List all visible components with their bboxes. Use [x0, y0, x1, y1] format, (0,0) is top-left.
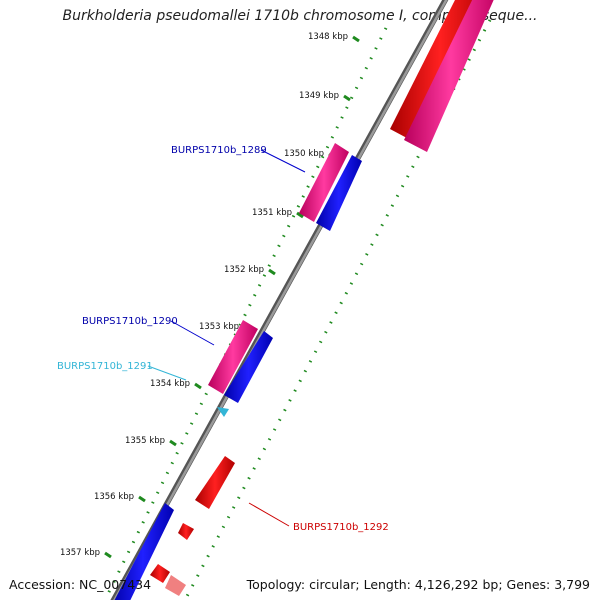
tick-mark	[104, 551, 112, 559]
topology-text: Topology: circular; Length: 4,126,292 bp…	[246, 577, 590, 592]
gene-label[interactable]: BURPS1710b_1290	[82, 316, 178, 327]
tick-label: 1350 kbp	[284, 149, 324, 159]
gene-1290-blue[interactable]	[224, 331, 273, 403]
tick-label: 1353 kbp	[199, 322, 239, 332]
label-line-1289	[260, 149, 306, 173]
tick-label: 1357 kbp	[60, 548, 100, 558]
feature-1291[interactable]	[217, 407, 229, 417]
map-title: Burkholderia pseudomallei 1710b chromoso…	[62, 8, 538, 24]
label-line-1291	[147, 365, 187, 381]
gene-1292[interactable]	[195, 456, 235, 509]
tick-label: 1355 kbp	[125, 436, 165, 446]
major-ticks	[104, 35, 360, 559]
tick-mark	[352, 35, 360, 43]
light-red-feature-bottom[interactable]	[165, 575, 186, 596]
tick-mark	[138, 495, 146, 503]
small-red-feature[interactable]	[178, 523, 194, 540]
gene-1289-blue[interactable]	[316, 155, 362, 231]
tick-label: 1354 kbp	[150, 379, 190, 389]
gene-label[interactable]: BURPS1710b_1289	[171, 145, 267, 156]
tick-label: 1348 kbp	[308, 32, 348, 42]
gene-1290-pink[interactable]	[208, 320, 258, 394]
tick-label: 1349 kbp	[299, 91, 339, 101]
tick-label: 1356 kbp	[94, 492, 134, 502]
red-feature-bottom[interactable]	[150, 564, 170, 583]
reverse-cds-bottom[interactable]	[112, 503, 174, 600]
tick-label: 1352 kbp	[224, 265, 264, 275]
tick-mark	[343, 94, 351, 102]
tick-mark	[296, 211, 304, 219]
tick-mark	[268, 268, 276, 276]
gene-label[interactable]: BURPS1710b_1292	[293, 522, 389, 533]
label-line-1290	[170, 320, 215, 346]
gene-labels: BURPS1710b_1289 BURPS1710b_1290 BURPS1710b…	[57, 145, 389, 533]
tick-mark	[169, 439, 177, 447]
gene-1289-pink[interactable]	[299, 143, 349, 222]
label-line-1292	[248, 502, 290, 527]
outer-tick-ring	[103, 27, 388, 600]
gene-label[interactable]: BURPS1710b_1291	[57, 361, 153, 372]
backbone-line	[110, 0, 449, 600]
tick-label: 1351 kbp	[252, 208, 292, 218]
tick-labels: 1348 kbp 1349 kbp 1350 kbp 1351 kbp 1352 kbp…	[60, 32, 348, 558]
accession-text: Accession: NC_007434	[9, 577, 152, 592]
forward-gene-top[interactable]	[404, 0, 498, 152]
tick-mark	[194, 382, 202, 390]
